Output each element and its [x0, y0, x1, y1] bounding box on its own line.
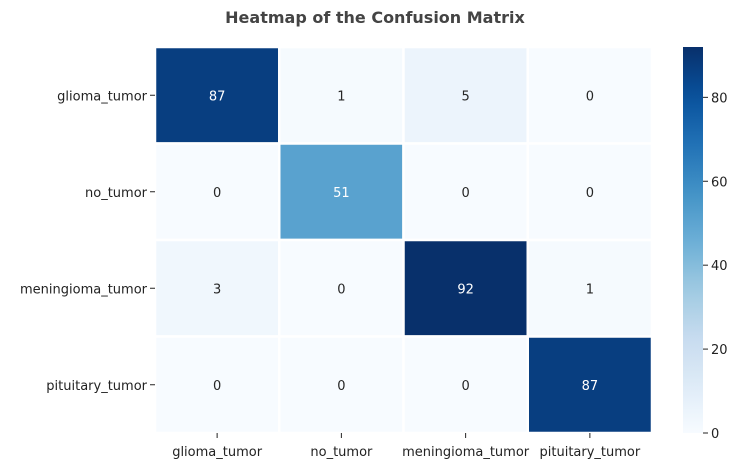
x-axis: glioma_tumor no_tumor meningioma_tumor pitu… — [172, 433, 641, 460]
cell-value-label: 3 — [213, 282, 221, 297]
heatmap-cell-rect — [526, 335, 654, 435]
cell-value-label: 1 — [337, 89, 345, 104]
heatmap-cell: 0 — [402, 335, 529, 435]
heatmap-cell: 0 — [278, 238, 405, 338]
x-tick-label: meningioma_tumor — [402, 445, 530, 460]
heatmap-cell-rect — [278, 45, 405, 145]
colorbar-tick-label: 0 — [711, 427, 719, 442]
cell-value-label: 0 — [586, 186, 594, 201]
y-tick-label: glioma_tumor — [57, 89, 148, 104]
cell-value-label: 0 — [586, 89, 594, 104]
y-tick-label: no_tumor — [85, 186, 148, 201]
heatmap-cell: 92 — [402, 238, 529, 338]
cell-value-label: 87 — [582, 379, 599, 394]
heatmap-cell: 0 — [526, 45, 654, 145]
colorbar-gradient — [683, 47, 703, 433]
cell-value-label: 51 — [333, 186, 350, 201]
heatmap-cell-rect — [153, 45, 281, 145]
cell-value-label: 87 — [209, 89, 226, 104]
heatmap-cell: 87 — [526, 335, 654, 435]
heatmap-cell-rect — [278, 238, 405, 338]
colorbar-tick-label: 60 — [711, 175, 728, 190]
heatmap-cell: 0 — [153, 335, 281, 435]
cell-value-label: 0 — [213, 379, 221, 394]
heatmap-cell: 0 — [402, 142, 529, 242]
heatmap-cell: 0 — [278, 335, 405, 435]
heatmap-cell: 0 — [526, 142, 654, 242]
heatmap-cell-rect — [526, 238, 654, 338]
colorbar-tick-label: 40 — [711, 259, 728, 274]
y-tick-label: pituitary_tumor — [46, 379, 147, 394]
y-axis: glioma_tumor no_tumor meningioma_tumorpitu… — [20, 89, 155, 394]
x-tick-label: glioma_tumor — [172, 445, 263, 460]
heatmap-cell-rect — [278, 142, 405, 242]
x-tick-label: pituitary_tumor — [540, 445, 641, 460]
heatmap-cell: 5 — [402, 45, 529, 145]
heatmap-cell-rect — [526, 45, 654, 145]
colorbar-tick-label: 80 — [711, 91, 728, 106]
heatmap-cell-rect — [526, 142, 654, 242]
colorbar: 0 20 40 60 80 — [683, 47, 728, 442]
heatmap-cell: 3 — [153, 238, 281, 338]
cell-value-label: 0 — [337, 282, 345, 297]
cell-value-label: 1 — [586, 282, 594, 297]
cell-value-label: 0 — [461, 186, 469, 201]
cell-value-label: 92 — [457, 282, 474, 297]
cell-value-label: 0 — [337, 379, 345, 394]
cell-value-label: 0 — [213, 186, 221, 201]
chart-title: Heatmap of the Confusion Matrix — [225, 8, 525, 27]
colorbar-tick-label: 20 — [711, 343, 728, 358]
y-tick-label: meningioma_tumor — [20, 282, 148, 297]
x-tick-label: no_tumor — [310, 445, 373, 460]
heatmap-cell: 0 — [153, 142, 281, 242]
heatmap-cell: 1 — [278, 45, 405, 145]
heatmap-cell: 51 — [278, 142, 405, 242]
cell-value-label: 0 — [461, 379, 469, 394]
cell-value-label: 5 — [461, 89, 469, 104]
heatmap-cell: 87 — [153, 45, 281, 145]
heatmap-cell: 1 — [526, 238, 654, 338]
heatmap-cell-rect — [278, 335, 405, 435]
heatmap-cells: 87 1 5 0 0 51 0 0 3 0 92 1 0 0 0 87 — [153, 45, 654, 435]
